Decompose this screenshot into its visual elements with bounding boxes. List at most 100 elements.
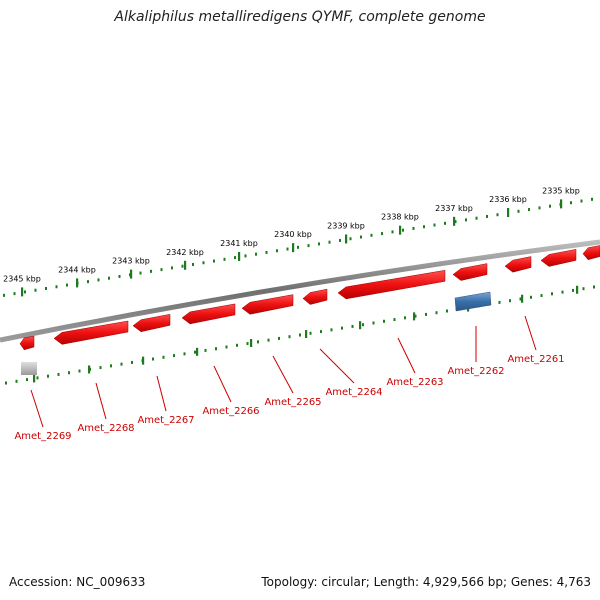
gene-leader-line xyxy=(524,315,537,351)
inner-ruler xyxy=(5,285,595,385)
gene-box-grey xyxy=(21,362,37,375)
ruler-dot xyxy=(120,362,123,366)
ruler-major-tick xyxy=(345,234,348,244)
ruler-dot xyxy=(582,287,585,291)
ruler-dot xyxy=(267,338,270,342)
ruler-dot xyxy=(549,204,551,208)
ruler-major-tick xyxy=(130,269,133,279)
ruler-major-tick xyxy=(399,225,402,235)
ruler-dot xyxy=(213,259,215,263)
ruler-dot xyxy=(244,254,247,258)
gene-arrow xyxy=(504,256,532,273)
ruler-dot xyxy=(351,324,354,328)
ruler-dot xyxy=(383,319,385,323)
ruler-dot xyxy=(236,343,238,347)
ruler-dot xyxy=(381,232,383,236)
ruler-dot xyxy=(15,379,18,383)
ruler-dot xyxy=(349,237,352,241)
kbp-label: 2345 kbp xyxy=(3,274,41,283)
ruler-major-tick xyxy=(453,216,456,226)
kbp-label: 2342 kbp xyxy=(166,248,204,257)
ruler-dot xyxy=(339,238,341,242)
gene-arrow xyxy=(53,320,129,345)
ruler-dot xyxy=(454,220,457,224)
ruler-dot xyxy=(498,300,501,304)
map-title: Alkaliphilus metalliredigens QYMF, compl… xyxy=(114,9,486,25)
kbp-label: 2339 kbp xyxy=(327,221,365,230)
ruler-dot xyxy=(3,293,5,297)
gene-label: Amet_2262 xyxy=(447,366,504,377)
kbp-label: 2344 kbp xyxy=(58,265,96,274)
ruler-major-tick xyxy=(292,243,295,253)
kbp-label: 2337 kbp xyxy=(435,204,473,213)
ruler-dot xyxy=(99,366,102,370)
gene-label: Amet_2266 xyxy=(202,406,259,417)
gene-label: Amet_2263 xyxy=(386,377,443,388)
gene-arrow xyxy=(540,249,577,267)
ruler-dot xyxy=(24,290,26,294)
ruler-dot xyxy=(570,201,572,205)
ruler-major-tick xyxy=(184,260,187,270)
ruler-dot xyxy=(517,209,520,213)
ruler-dot xyxy=(57,372,60,376)
ruler-major-tick xyxy=(88,365,91,374)
ruler-major-tick xyxy=(507,208,510,218)
ruler-dot xyxy=(362,323,364,327)
ruler-dot xyxy=(404,316,406,320)
ruler-dot xyxy=(309,331,312,335)
ruler-dot xyxy=(97,278,100,282)
ruler-dot xyxy=(215,347,217,351)
ruler-dot xyxy=(360,235,362,239)
gene-label: Amet_2269 xyxy=(14,431,71,442)
ruler-dot xyxy=(475,216,478,220)
ruler-dot xyxy=(328,240,331,244)
gene-arrow xyxy=(241,294,294,315)
ruler-dot xyxy=(204,348,207,352)
ruler-dot xyxy=(519,297,522,301)
ruler-dot xyxy=(538,206,541,210)
ruler-dot xyxy=(465,218,467,222)
gene-arrow xyxy=(132,313,171,332)
ruler-dot xyxy=(34,288,37,292)
ruler-dot xyxy=(255,252,257,256)
kbp-label: 2340 kbp xyxy=(274,230,312,239)
ruler-dot xyxy=(288,335,291,339)
ruler-dot xyxy=(286,247,289,251)
ruler-dot xyxy=(435,311,438,315)
kbp-label: 2338 kbp xyxy=(381,213,419,222)
ruler-dot xyxy=(47,374,49,378)
ruler-dot xyxy=(265,250,268,254)
ruler-dot xyxy=(444,221,446,225)
ruler-major-tick xyxy=(76,278,79,288)
ruler-dot xyxy=(223,257,226,261)
ruler-major-tick xyxy=(196,347,199,356)
ruler-dot xyxy=(391,230,394,234)
gene-label: Amet_2264 xyxy=(325,387,382,398)
ruler-dot xyxy=(276,249,278,253)
accession-text: Accession: NC_009633 xyxy=(9,575,146,589)
ruler-dot xyxy=(108,276,110,280)
ruler-dot xyxy=(320,330,322,334)
ruler-dot xyxy=(402,228,404,232)
ruler-dot xyxy=(173,354,175,358)
gene-label: Amet_2261 xyxy=(507,354,564,365)
ruler-dot xyxy=(13,292,16,296)
ruler-dot xyxy=(433,223,436,227)
kbp-label: 2335 kbp xyxy=(542,186,580,195)
ruler-dot xyxy=(171,266,173,270)
ruler-major-tick xyxy=(21,287,24,297)
ruler-dot xyxy=(318,242,320,246)
ruler-dot xyxy=(139,271,142,275)
ruler-dot xyxy=(393,318,396,322)
ruler-dot xyxy=(78,369,81,373)
ruler-dot xyxy=(5,381,7,385)
ruler-dot xyxy=(110,364,112,368)
gene-shapes xyxy=(19,245,600,375)
ruler-dot xyxy=(530,295,532,299)
ruler-dot xyxy=(593,285,595,289)
ruler-major-tick xyxy=(33,374,36,383)
ruler-dot xyxy=(181,264,184,268)
ruler-dot xyxy=(540,294,543,298)
ruler-dot xyxy=(297,245,299,249)
